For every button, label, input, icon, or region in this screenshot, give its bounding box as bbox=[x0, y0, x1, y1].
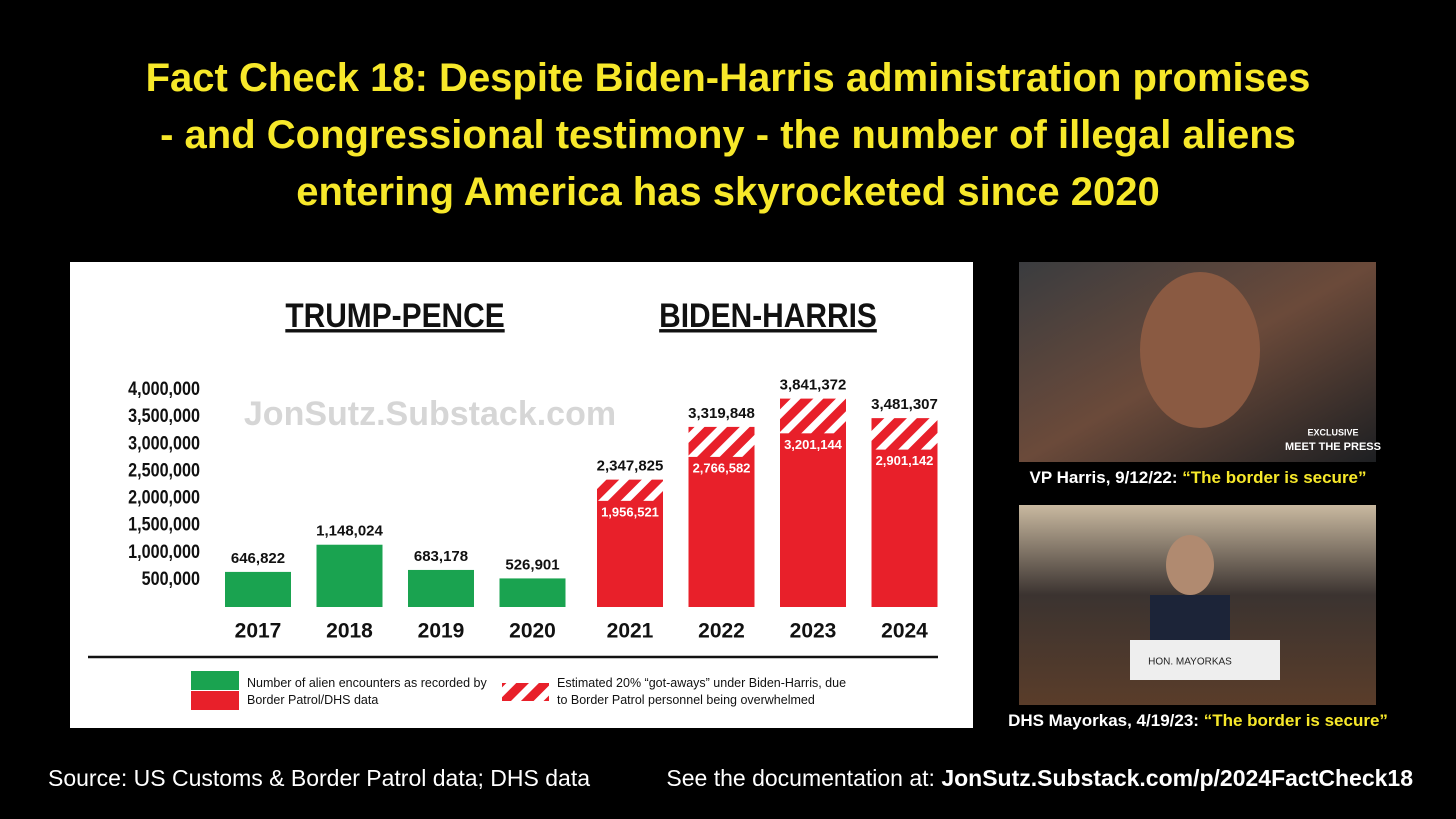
caption-speaker: DHS Mayorkas, 4/19/23: bbox=[1008, 711, 1199, 730]
value-label: 526,901 bbox=[505, 556, 559, 573]
watermark: JonSutz.Substack.com bbox=[244, 395, 616, 433]
x-tick-label: 2021 bbox=[607, 620, 654, 643]
x-tick-label: 2017 bbox=[235, 620, 282, 643]
photo-overlay: HON. MAYORKAS bbox=[1148, 657, 1232, 668]
source-note: Source: US Customs & Border Patrol data;… bbox=[48, 765, 591, 791]
value-label: 3,319,848 bbox=[688, 405, 755, 422]
encounter-bar bbox=[408, 569, 474, 607]
caption-quote: “The border is secure” bbox=[1182, 468, 1367, 487]
photo-overlay: MEET THE PRESS bbox=[1285, 441, 1381, 453]
y-tick-label: 3,000,000 bbox=[128, 432, 200, 454]
nameplate bbox=[1130, 640, 1280, 680]
photo-overlay: EXCLUSIVE bbox=[1307, 427, 1358, 437]
value-label: 2,347,825 bbox=[597, 458, 664, 475]
y-tick-label: 1,500,000 bbox=[128, 513, 200, 535]
photo-caption: VP Harris, 9/12/22: “The border is secur… bbox=[988, 468, 1408, 488]
x-tick-label: 2023 bbox=[790, 620, 837, 643]
encounter-bar bbox=[688, 456, 755, 607]
value-label: 683,178 bbox=[414, 548, 468, 565]
x-tick-label: 2020 bbox=[509, 620, 556, 643]
x-tick-label: 2019 bbox=[418, 620, 465, 643]
encounter-bar bbox=[499, 578, 566, 607]
value-label: 1,956,521 bbox=[601, 504, 659, 519]
caption-quote: “The border is secure” bbox=[1203, 711, 1388, 730]
encounter-bar bbox=[316, 544, 383, 607]
legend-swatch bbox=[191, 671, 239, 690]
y-tick-label: 2,000,000 bbox=[128, 486, 200, 508]
legend-swatch bbox=[191, 691, 239, 710]
value-label: 3,481,307 bbox=[871, 396, 938, 413]
encounter-bar bbox=[780, 433, 846, 607]
value-label: 646,822 bbox=[231, 550, 285, 567]
y-tick-label: 3,500,000 bbox=[128, 405, 200, 427]
encounter-bar bbox=[597, 500, 663, 607]
y-tick-label: 500,000 bbox=[142, 568, 201, 590]
value-label: 3,201,144 bbox=[784, 437, 843, 452]
y-tick-label: 4,000,000 bbox=[128, 378, 200, 400]
value-label: 1,148,024 bbox=[316, 523, 383, 540]
group-label: BIDEN-HARRIS bbox=[659, 296, 877, 334]
value-label: 2,766,582 bbox=[693, 460, 751, 475]
x-tick-label: 2022 bbox=[698, 620, 745, 643]
y-tick-label: 1,000,000 bbox=[128, 541, 200, 563]
encounter-bar bbox=[871, 449, 938, 607]
title-line: entering America has skyrocketed since 2… bbox=[296, 170, 1160, 214]
x-tick-label: 2024 bbox=[881, 620, 928, 643]
doc-note: See the documentation at: JonSutz.Substa… bbox=[666, 765, 1413, 792]
doc-link: JonSutz.Substack.com/p/2024FactCheck18 bbox=[941, 765, 1413, 791]
legend-label: Number of alien encounters as recorded b… bbox=[247, 676, 487, 707]
y-tick-label: 2,500,000 bbox=[128, 459, 200, 481]
group-label: TRUMP-PENCE bbox=[285, 296, 504, 334]
doc-prefix: See the documentation at: bbox=[666, 765, 935, 791]
title-line: - and Congressional testimony - the numb… bbox=[160, 113, 1296, 157]
photo-figure bbox=[1150, 595, 1230, 640]
encounter-bar bbox=[225, 571, 291, 607]
photo-figure bbox=[1166, 535, 1214, 595]
value-label: 2,901,142 bbox=[876, 453, 934, 468]
legend-label: Estimated 20% “got-aways” under Biden-Ha… bbox=[557, 676, 847, 707]
x-tick-label: 2018 bbox=[326, 620, 373, 643]
legend-swatch bbox=[502, 683, 549, 701]
value-label: 3,841,372 bbox=[780, 377, 847, 394]
title-line: Fact Check 18: Despite Biden-Harris admi… bbox=[145, 56, 1311, 100]
photo-figure bbox=[1140, 272, 1260, 428]
caption-speaker: VP Harris, 9/12/22: bbox=[1029, 468, 1178, 487]
photo-caption: DHS Mayorkas, 4/19/23: “The border is se… bbox=[988, 711, 1408, 731]
